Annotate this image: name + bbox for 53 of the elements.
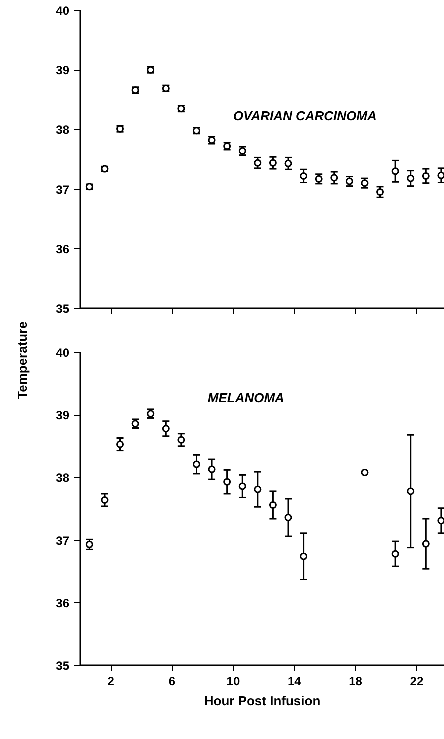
point [238,482,246,490]
y-tick-label: 39 [56,64,70,78]
y-tick-label: 36 [56,242,70,256]
point [162,425,170,433]
y-tick-label: 40 [56,4,70,18]
point [284,514,292,522]
y-tick-label: 40 [56,346,70,360]
point [300,552,308,560]
point [254,486,262,494]
x-tick-label: 10 [226,674,240,688]
point [116,440,124,448]
point [192,460,200,468]
point [392,168,400,176]
point [361,468,369,476]
point [86,540,94,548]
point [361,180,369,188]
point [269,159,277,167]
text: MELANOMA [208,390,284,406]
point [438,517,444,525]
point [407,174,415,182]
point [208,466,216,474]
x-tick-label: 18 [349,674,363,688]
x-tick-label: 2 [108,674,115,688]
point [438,172,444,180]
x-tick-label: 22 [410,674,424,688]
point [178,436,186,444]
point [422,540,430,548]
point [300,172,308,180]
y-tick-label: 37 [56,182,70,197]
point [269,502,277,509]
point [284,160,292,168]
point [376,188,384,196]
x-axis-title: Hour Post Infusion [204,694,321,708]
series-label: OVARIAN CARCINOMA [233,108,377,124]
y-tick-label: 35 [56,302,70,316]
point [315,175,323,183]
point [224,478,232,486]
y-tick-label: 38 [56,471,70,486]
point [101,496,109,504]
y-tick-label: 36 [56,596,70,610]
y-tick-label: 35 [56,659,70,673]
point [392,550,400,558]
point [422,172,430,180]
point [346,178,354,186]
x-tick-label: 14 [288,674,302,688]
y-tick-label: 38 [56,123,70,138]
point [407,488,415,496]
point [254,159,262,167]
y-tick-label: 37 [56,534,70,548]
point [330,174,338,182]
x-tick-label: 6 [168,674,176,688]
y-axis-title: Temperature [15,322,30,400]
y-tick-label: 39 [56,408,70,423]
